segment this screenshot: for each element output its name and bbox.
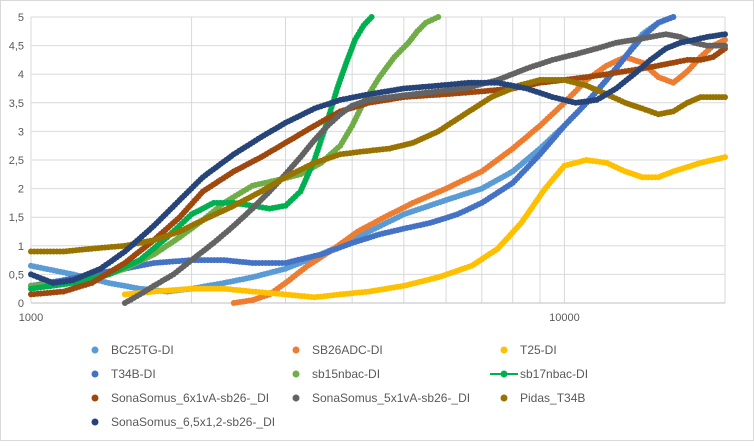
data-point bbox=[722, 36, 728, 43]
grid bbox=[30, 16, 726, 304]
legend-marker bbox=[500, 346, 508, 354]
series-9 bbox=[28, 31, 728, 286]
legend-marker bbox=[91, 418, 99, 426]
y-tick-label: 3,5 bbox=[9, 98, 24, 110]
y-tick-label: 0,5 bbox=[9, 269, 24, 281]
y-tick-label: 1 bbox=[18, 241, 24, 253]
plot-area bbox=[28, 14, 728, 306]
legend-item: sb17nbac-DI bbox=[490, 367, 588, 381]
data-point bbox=[722, 42, 728, 49]
series-2 bbox=[121, 154, 728, 301]
legend-marker bbox=[292, 370, 300, 378]
legend-marker bbox=[91, 346, 99, 354]
y-tick-label: 5 bbox=[18, 12, 24, 24]
legend-item: SonaSomus_5x1vA-sb26-_DI bbox=[292, 391, 470, 405]
x-tick-label: 10000 bbox=[549, 312, 580, 324]
series-7 bbox=[121, 31, 728, 306]
y-tick-label: 2 bbox=[18, 184, 24, 196]
axes: 0 0,5 1 1,5 2 2,5 3 3,5 4 4,5 5 1000 10000 bbox=[9, 12, 725, 324]
data-point bbox=[368, 14, 375, 20]
data-point bbox=[722, 94, 728, 101]
legend-marker bbox=[91, 394, 99, 402]
legend-label: SonaSomus_5x1vA-sb26-_DI bbox=[312, 391, 470, 405]
legend-label: SB26ADC-DI bbox=[312, 343, 383, 357]
legend-label: sb17nbac-DI bbox=[520, 367, 588, 381]
y-tick-label: 0 bbox=[18, 298, 24, 310]
y-tick-label: 3 bbox=[18, 126, 24, 138]
legend-label: Pidas_T34B bbox=[520, 391, 585, 405]
legend-item: SonaSomus_6,5x1,2-sb26-_DI bbox=[91, 415, 275, 429]
data-point bbox=[435, 14, 442, 20]
series-8 bbox=[28, 76, 728, 255]
legend-item: T34B-DI bbox=[91, 367, 156, 381]
y-tick-label: 4,5 bbox=[9, 41, 24, 53]
legend: BC25TG-DI SB26ADC-DI T25-DI T34B-DI sb15nbac… bbox=[91, 343, 588, 429]
y-tick-label: 1,5 bbox=[9, 212, 24, 224]
y-tick-label: 4 bbox=[18, 69, 24, 81]
data-point bbox=[722, 31, 728, 38]
legend-marker bbox=[91, 370, 99, 378]
legend-label: BC25TG-DI bbox=[111, 343, 174, 357]
legend-label: sb15nbac-DI bbox=[312, 367, 380, 381]
legend-marker bbox=[292, 394, 300, 402]
legend-item: SB26ADC-DI bbox=[292, 343, 383, 357]
legend-marker bbox=[292, 346, 300, 354]
legend-item: sb15nbac-DI bbox=[292, 367, 380, 381]
legend-item: SonaSomus_6x1vA-sb26-_DI bbox=[91, 391, 269, 405]
legend-marker bbox=[500, 370, 508, 378]
legend-item: T25-DI bbox=[500, 343, 557, 357]
legend-item: BC25TG-DI bbox=[91, 343, 174, 357]
legend-label: T25-DI bbox=[520, 343, 557, 357]
legend-marker bbox=[500, 394, 508, 402]
y-tick-label: 2,5 bbox=[9, 155, 24, 167]
legend-item: Pidas_T34B bbox=[500, 391, 585, 405]
data-point bbox=[722, 154, 728, 161]
data-point bbox=[670, 14, 677, 20]
legend-label: SonaSomus_6x1vA-sb26-_DI bbox=[111, 391, 269, 405]
legend-label: SonaSomus_6,5x1,2-sb26-_DI bbox=[111, 415, 275, 429]
legend-label: T34B-DI bbox=[111, 367, 156, 381]
x-tick-label: 1000 bbox=[19, 312, 43, 324]
